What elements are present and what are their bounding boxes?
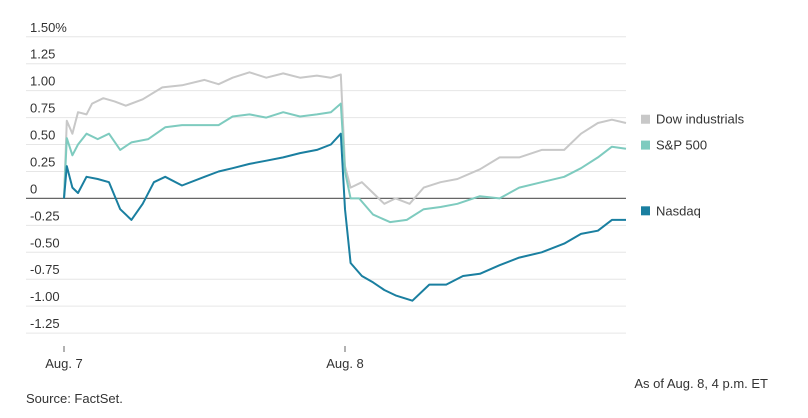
y-tick-label: 0.75 xyxy=(30,101,55,116)
y-tick-label: -0.25 xyxy=(30,208,60,223)
source-note: Source: FactSet. xyxy=(26,391,123,406)
series-lines xyxy=(63,71,627,302)
y-tick-label: 0.50 xyxy=(30,128,55,143)
series-line-nasdaq xyxy=(63,132,626,302)
y-tick-label: 0 xyxy=(30,181,37,196)
y-tick-label: 1.25 xyxy=(30,47,55,62)
x-tick-label: Aug. 8 xyxy=(326,356,364,371)
legend-label: Dow industrials xyxy=(656,112,745,127)
y-tick-label: -1.00 xyxy=(30,289,60,304)
y-tick-label: 1.50% xyxy=(30,20,67,35)
legend: Dow industrials S&P 500 Nasdaq xyxy=(641,112,745,218)
x-axis-ticks: Aug. 7 Aug. 8 xyxy=(45,346,364,371)
series-line-dow-industrials xyxy=(63,71,627,205)
legend-label: S&P 500 xyxy=(656,138,707,153)
y-tick-label: -1.25 xyxy=(30,316,60,331)
grid-lines xyxy=(26,36,626,334)
legend-swatch xyxy=(641,114,650,124)
y-tick-label: -0.75 xyxy=(30,262,60,277)
x-tick-label: Aug. 7 xyxy=(45,356,83,371)
legend-swatch xyxy=(641,140,650,150)
y-axis-tick-labels: 1.50% 1.25 1.00 0.75 0.50 0.25 0 -0.25 -0.50 -0.7… xyxy=(30,20,67,331)
y-tick-label: 0.25 xyxy=(30,154,55,169)
y-tick-label: -0.50 xyxy=(30,235,60,250)
legend-label: Nasdaq xyxy=(656,203,701,218)
series-line-s-p-500 xyxy=(63,102,627,224)
y-tick-label: 1.00 xyxy=(30,74,55,89)
legend-swatch xyxy=(641,206,650,216)
as-of-note: As of Aug. 8, 4 p.m. ET xyxy=(634,376,768,391)
